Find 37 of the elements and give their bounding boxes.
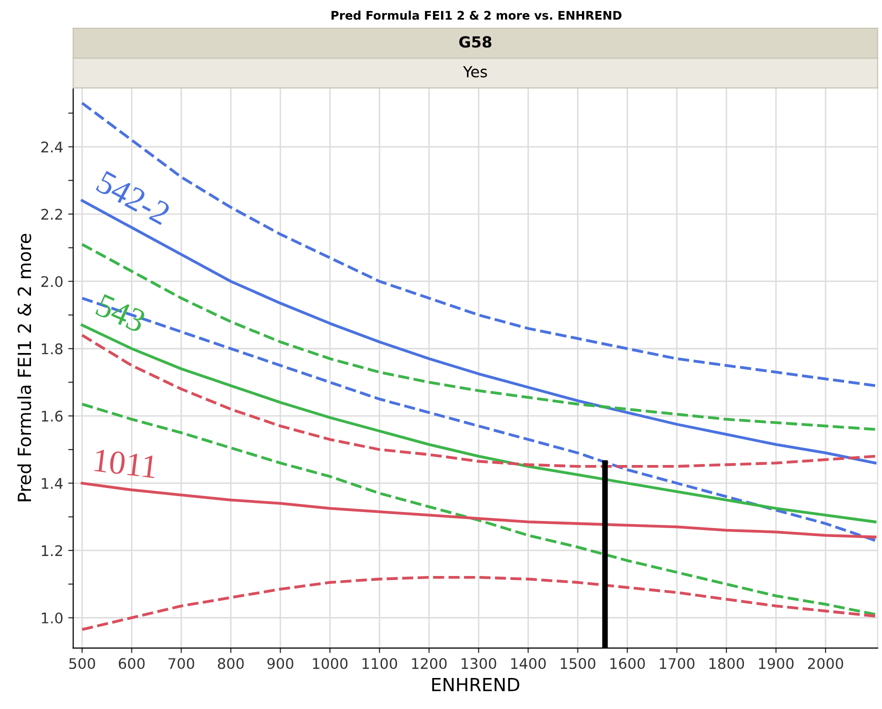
x-tick-label: 1400 (511, 658, 546, 670)
x-tick-label: 800 (218, 658, 244, 670)
text: 1011 (94, 448, 157, 478)
line-series (80, 102, 876, 388)
y-tick-label: 1.2 (42, 545, 62, 556)
x-tick-label: 900 (267, 658, 294, 670)
y-axis-title: Pred Formula FEI1 2 & 2 more (17, 234, 32, 502)
x-axis-title: ENHREND (432, 678, 520, 692)
text: 543 (94, 294, 147, 333)
x-tick-label: 600 (118, 658, 145, 670)
y-tick-label: 1.0 (42, 612, 63, 624)
x-tick-label: 1100 (362, 658, 398, 670)
x-tick-label: 1500 (560, 658, 596, 670)
x-tick-label: 1300 (462, 658, 496, 670)
y-tick-label: 2.2 (41, 208, 62, 220)
line-series (80, 576, 876, 631)
line-series (80, 242, 876, 431)
x-tick-label: 1000 (312, 658, 348, 670)
line-series (80, 402, 876, 616)
y-tick-label: 2.0 (41, 276, 63, 288)
y-tick-label: 2.4 (41, 142, 63, 152)
y-tick-label: 1.6 (42, 410, 63, 422)
x-tick-label: 1200 (412, 658, 447, 670)
x-tick-label: 500 (69, 658, 96, 670)
x-tick-label: 1800 (709, 658, 744, 670)
x-tick-label: 700 (168, 658, 194, 670)
chart-title: Pred Formula FEI1 2 & 2 more vs. ENHREND (332, 10, 622, 20)
x-tick-label: 1900 (759, 658, 794, 670)
x-tick-label: 2000 (808, 658, 844, 670)
chart-subtitle: G58 (459, 36, 492, 48)
x-tick-label: 1700 (660, 658, 694, 670)
text: 542-2 (95, 170, 172, 226)
x-tick-label: 1600 (610, 658, 645, 670)
y-tick-label: 1.8 (42, 343, 62, 354)
y-tick-label: 1.4 (42, 478, 63, 489)
line-series (80, 482, 876, 538)
text: Yes (463, 66, 487, 78)
